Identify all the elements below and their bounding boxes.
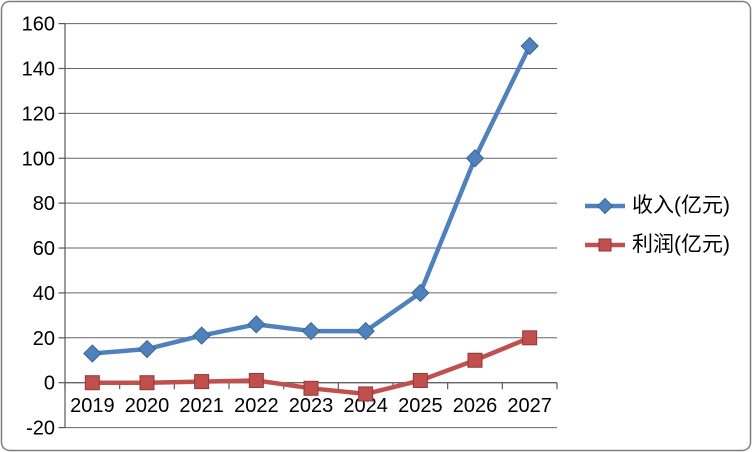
revenue-marker-2022 <box>247 315 266 334</box>
x-axis-label: 2024 <box>343 395 388 417</box>
profit-marker-2024 <box>358 386 374 402</box>
y-axis-label: 60 <box>33 238 55 260</box>
x-axis-label: 2021 <box>179 395 224 417</box>
legend-label: 收入(亿元) <box>632 194 730 217</box>
revenue-marker-2019 <box>83 344 102 363</box>
legend-key-marker <box>596 197 614 214</box>
profit-marker-2020 <box>139 375 155 391</box>
y-axis-label: 20 <box>33 328 55 350</box>
x-axis-label: 2023 <box>289 395 334 417</box>
revenue-marker-2025 <box>411 283 430 303</box>
profit-marker-2022 <box>248 372 264 388</box>
x-axis-label: 2020 <box>125 395 170 417</box>
profit-marker-2025 <box>412 372 428 388</box>
y-axis-label: 100 <box>22 148 55 170</box>
profit-legend-key-icon <box>585 238 625 251</box>
y-axis-label: 0 <box>44 373 55 395</box>
y-axis-label: 120 <box>22 103 55 125</box>
x-axis-label: 2026 <box>453 395 498 417</box>
x-axis-label: 2019 <box>70 395 115 417</box>
y-axis-label: 40 <box>33 283 55 305</box>
legend-label: 利润(亿元) <box>632 233 730 256</box>
legend-item-revenue: 收入(亿元) <box>585 186 730 225</box>
profit-marker-2027 <box>522 330 538 346</box>
y-axis-label: 140 <box>22 58 55 80</box>
y-axis-label: -20 <box>26 418 55 440</box>
profit-marker-2019 <box>84 375 100 391</box>
revenue-marker-2021 <box>192 326 211 345</box>
revenue-marker-2023 <box>301 321 321 341</box>
y-axis-label: 80 <box>33 193 55 215</box>
revenue-marker-2020 <box>137 339 157 359</box>
revenue-marker-2026 <box>465 149 485 168</box>
x-axis-label: 2027 <box>507 395 552 417</box>
profit-marker-2023 <box>303 380 319 396</box>
revenue-legend-key-icon <box>585 197 625 214</box>
x-axis-label: 2025 <box>398 395 443 417</box>
chart-legend: 收入(亿元) 利润(亿元) <box>585 186 730 264</box>
revenue-marker-2024 <box>356 321 375 341</box>
x-axis-label: 2022 <box>234 395 279 417</box>
legend-key-marker <box>598 238 612 251</box>
profit-marker-2026 <box>467 352 483 368</box>
profit-marker-2021 <box>194 374 210 390</box>
y-axis-label: 160 <box>22 14 55 36</box>
revenue-marker-2027 <box>520 36 539 56</box>
legend-item-profit: 利润(亿元) <box>585 225 730 264</box>
